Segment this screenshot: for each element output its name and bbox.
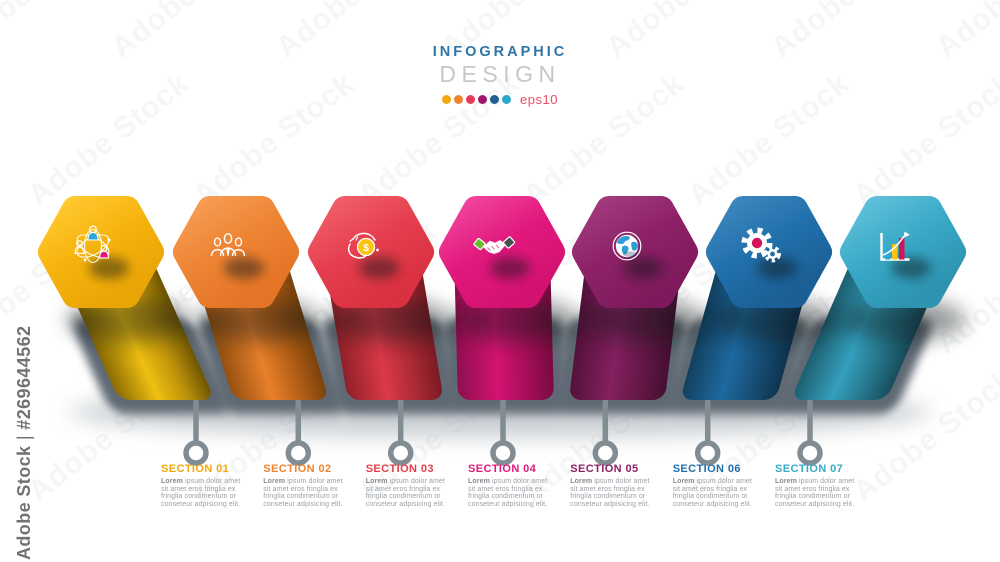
section-item-1: SECTION 01 Lorem ipsum dolor amet sit amet… — [161, 463, 258, 508]
color-dot — [454, 95, 464, 104]
adobe-stock-side-watermark: Adobe Stock | #269644562 — [14, 326, 35, 560]
section-item-2: SECTION 02 Lorem ipsum dolor amet sit amet… — [263, 463, 360, 508]
title-line-1: INFOGRAPHIC — [432, 44, 568, 60]
icon-shadow — [359, 257, 399, 279]
timeline-ring — [797, 440, 823, 466]
title-line-2: DESIGN — [439, 61, 561, 87]
column-3 — [308, 196, 434, 308]
column-shadows — [66, 298, 966, 342]
section-item-4: SECTION 04 Lorem ipsum dolor amet sit amet… — [468, 463, 565, 508]
hexagon-cast-shadow — [66, 298, 191, 342]
hexagon-cast-shadow — [328, 298, 453, 342]
timeline-ring — [592, 440, 619, 466]
column-6 — [706, 196, 832, 308]
section-description: Lorem ipsum dolor amet sit amet eros frin… — [570, 478, 650, 508]
section-title: SECTION 07 — [775, 463, 844, 475]
column-5 — [572, 196, 698, 308]
section-description: Lorem ipsum dolor amet sit amet eros frin… — [263, 478, 343, 508]
watermark-separator: | — [14, 435, 34, 441]
column-4 — [439, 196, 565, 308]
section-item-3: SECTION 03 Lorem ipsum dolor amet sit amet… — [366, 463, 463, 508]
timeline-stems-and-rings — [183, 388, 823, 466]
eps-label: eps10 — [520, 92, 558, 107]
timeline-ring — [285, 440, 312, 466]
section-title: SECTION 03 — [365, 463, 434, 475]
section-title: SECTION 06 — [672, 463, 741, 475]
section-description: Lorem ipsum dolor amet sit amet eros frin… — [161, 478, 241, 508]
color-dot — [466, 95, 476, 104]
hexagon-cast-shadow — [197, 298, 322, 342]
hexagon-cast-shadow — [454, 298, 579, 342]
icon-shadow — [490, 257, 530, 279]
icon-shadow — [224, 257, 264, 279]
color-dot — [478, 95, 488, 104]
hexagon-top-2 — [173, 196, 299, 308]
section-description: Lorem ipsum dolor amet sit amet eros frin… — [365, 478, 445, 508]
icon-shadow — [757, 257, 797, 279]
section-description: Lorem ipsum dolor amet sit amet eros frin… — [672, 478, 752, 508]
section-item-5: SECTION 05 Lorem ipsum dolor amet sit amet… — [570, 463, 667, 508]
column-tops — [38, 196, 966, 308]
icon-shadow — [891, 257, 931, 279]
timeline-ring — [694, 440, 721, 466]
timeline-stem — [193, 388, 199, 443]
column-7 — [840, 196, 966, 308]
timeline-stem — [807, 388, 813, 443]
timeline-stem — [704, 388, 711, 443]
timeline-stem — [500, 388, 506, 443]
color-dot — [502, 95, 512, 104]
section-title: SECTION 05 — [570, 463, 639, 475]
watermark-brand: Adobe Stock — [14, 445, 34, 560]
watermark-id: #269644562 — [14, 325, 34, 430]
section-item-7: SECTION 07 Lorem ipsum dolor amet sit amet… — [775, 463, 872, 508]
section-description: Lorem ipsum dolor amet sit amet eros frin… — [775, 478, 855, 508]
hexagon-top-4 — [439, 196, 565, 308]
timeline-stem — [295, 388, 302, 443]
column-1 — [38, 196, 164, 308]
section-labels-row: SECTION 01 Lorem ipsum dolor amet sit amet… — [0, 463, 1000, 533]
header: INFOGRAPHIC DESIGN eps10 — [0, 44, 1000, 107]
section-title: SECTION 01 — [161, 463, 230, 475]
hexagon-cast-shadow — [841, 298, 966, 342]
timeline-ring — [183, 440, 209, 466]
icon-shadow — [623, 257, 663, 279]
color-dots-row: eps10 — [0, 92, 1000, 107]
timeline-stem — [397, 388, 404, 443]
timeline-stem — [602, 388, 609, 443]
color-dot — [490, 95, 500, 104]
icon-shadow — [89, 257, 129, 279]
column-2 — [173, 196, 299, 308]
globe-icon — [612, 231, 642, 261]
section-description: Lorem ipsum dolor amet sit amet eros frin… — [468, 478, 548, 508]
hexagon-cast-shadow — [583, 298, 708, 342]
color-dot — [442, 95, 452, 104]
timeline-ring — [490, 440, 516, 466]
hexagon-cast-shadow — [712, 298, 837, 342]
timeline-ring — [387, 440, 414, 466]
section-title: SECTION 02 — [263, 463, 332, 475]
section-title: SECTION 04 — [468, 463, 537, 475]
section-item-6: SECTION 06 Lorem ipsum dolor amet sit amet… — [673, 463, 770, 508]
